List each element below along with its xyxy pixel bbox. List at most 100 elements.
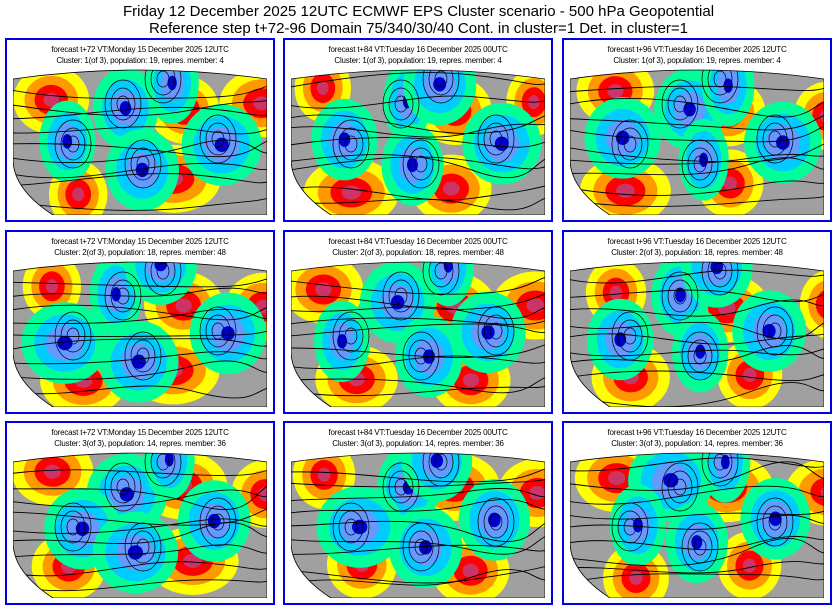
panel-forecast-label: forecast t+96 VT:Tuesday 16 December 202…: [607, 45, 787, 54]
low-contour: [408, 339, 434, 373]
low-contour: [124, 139, 162, 189]
geopotential-contour: [13, 287, 267, 298]
geopotential-contour: [570, 457, 824, 472]
low-contour: [110, 87, 136, 121]
low-contour: [693, 155, 707, 173]
positive-anomaly: [175, 298, 192, 313]
geopotential-contour: [570, 345, 824, 365]
geopotential-contour: [570, 332, 824, 345]
geopotential-contour: [13, 308, 267, 325]
low-contour: [681, 522, 719, 572]
positive-anomaly: [810, 476, 824, 507]
low-contour: [402, 331, 440, 381]
low-contour: [211, 130, 225, 148]
low-contour: [667, 87, 693, 121]
geopotential-contour: [13, 173, 267, 187]
low-contour: [382, 79, 420, 129]
geopotential-contour: [13, 126, 267, 135]
low-contour: [707, 453, 733, 479]
geopotential-contour: [13, 338, 267, 351]
geopotential-contour: [570, 382, 824, 407]
map-boundary: [13, 261, 267, 407]
map-boundary: [570, 261, 824, 407]
positive-anomaly: [529, 485, 545, 500]
geopotential-map: [291, 452, 545, 598]
low-contour: [617, 127, 643, 161]
geopotential-contour: [570, 97, 824, 118]
low-contour: [434, 453, 448, 471]
geopotential-contour: [291, 95, 545, 109]
geopotential-contour: [291, 317, 545, 326]
geopotential-contour: [570, 299, 824, 317]
page-title: Friday 12 December 2025 12UTC ECMWF EPS …: [122, 3, 715, 20]
low-contour: [344, 518, 358, 536]
low-contour: [205, 505, 231, 539]
positive-anomaly: [808, 280, 824, 329]
low-contour: [489, 513, 503, 531]
geopotential-contour: [291, 156, 545, 171]
geopotential-map: [13, 261, 267, 407]
low-contour: [768, 322, 782, 340]
geopotential-contour: [291, 274, 545, 295]
low-contour: [707, 262, 733, 288]
low-contour: [394, 95, 408, 113]
low-contour: [388, 279, 414, 313]
geopotential-contour: [570, 509, 824, 520]
geopotential-contour: [570, 124, 824, 143]
low-contour: [756, 114, 794, 164]
negative-anomaly: [632, 517, 643, 533]
negative-anomaly: [488, 512, 501, 528]
geopotential-contour: [13, 351, 267, 365]
page-subtitle: Reference step t+72-96 Domain 75/340/30/…: [148, 20, 689, 37]
positive-anomaly: [255, 299, 267, 314]
geopotential-contour: [13, 84, 267, 100]
positive-anomaly: [526, 298, 545, 313]
positive-anomaly: [183, 553, 203, 568]
low-contour: [661, 79, 699, 129]
panel-cluster-label: Cluster: 2(of 3), population: 18, repres…: [54, 248, 226, 257]
cluster-map-panel: forecast t+96 VT:Tuesday 16 December 202…: [562, 230, 832, 414]
low-contour: [623, 518, 637, 536]
low-contour: [110, 279, 136, 313]
negative-anomaly: [419, 540, 433, 555]
low-contour: [701, 70, 739, 104]
negative-anomaly: [119, 101, 132, 116]
low-contour: [768, 513, 782, 531]
geopotential-contour: [570, 180, 824, 196]
geopotential-contour: [291, 477, 545, 488]
low-contour: [617, 510, 643, 544]
geopotential-map: [13, 69, 267, 215]
panel-forecast-label: forecast t+96 VT:Tuesday 16 December 202…: [607, 237, 787, 246]
low-contour: [673, 95, 687, 113]
low-contour: [422, 453, 460, 487]
negative-anomaly: [443, 262, 453, 273]
low-contour: [144, 453, 182, 487]
low-contour: [394, 478, 408, 496]
low-contour: [673, 287, 687, 305]
low-contour: [66, 518, 80, 536]
low-contour: [681, 139, 719, 189]
low-contour: [428, 70, 454, 96]
low-contour: [136, 155, 150, 173]
panel-cluster-label: Cluster: 2(of 3), population: 18, repres…: [611, 248, 783, 257]
low-contour: [144, 70, 182, 104]
panel-forecast-label: forecast t+96 VT:Tuesday 16 December 202…: [607, 428, 787, 437]
geopotential-contour: [291, 195, 545, 211]
geopotential-contour: [13, 579, 267, 592]
negative-anomaly: [675, 288, 686, 303]
low-contour: [408, 530, 434, 564]
low-contour: [713, 262, 727, 280]
low-contour: [707, 70, 733, 96]
low-contour: [661, 462, 699, 512]
low-contour: [332, 311, 370, 361]
low-contour: [483, 505, 509, 539]
low-contour: [116, 478, 130, 496]
low-contour: [414, 155, 428, 173]
geopotential-contour: [291, 72, 545, 89]
low-contour: [156, 262, 170, 280]
geopotential-contour: [13, 276, 267, 288]
geopotential-contour: [13, 162, 267, 179]
map-boundary: [291, 69, 545, 215]
geopotential-contour: [570, 370, 824, 382]
low-contour: [701, 453, 739, 487]
